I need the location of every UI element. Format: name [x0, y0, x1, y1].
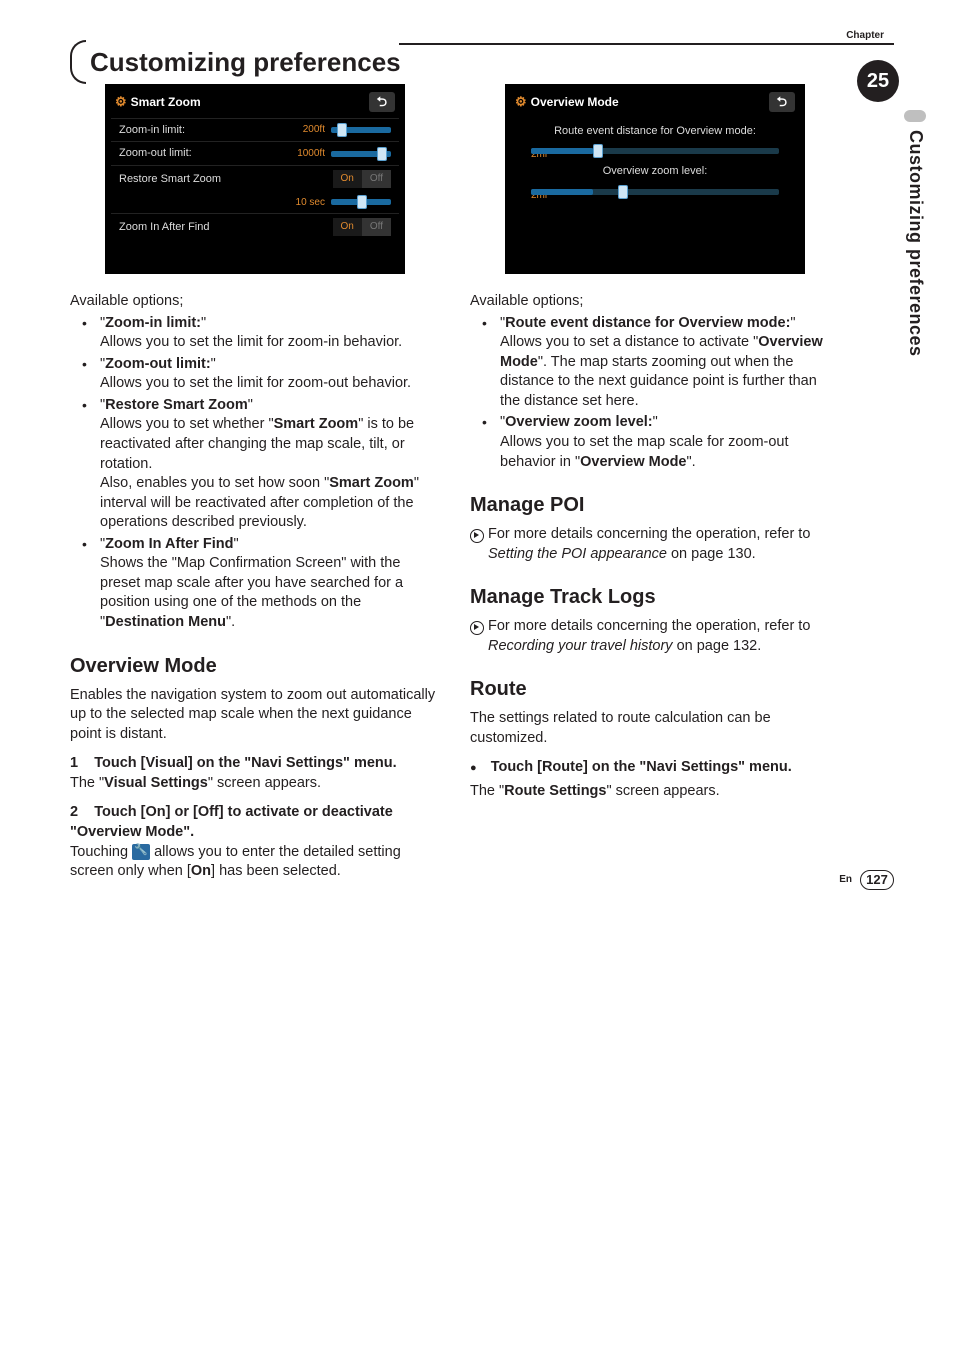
footer-lang: En	[839, 874, 852, 885]
slider	[331, 199, 391, 205]
page-title: Customizing preferences	[90, 47, 401, 78]
options-list: "Route event distance for Overview mode:…	[500, 314, 840, 473]
option-title: Zoom-in limit:	[105, 315, 201, 331]
route-step: Touch [Route] on the "Navi Settings" men…	[470, 758, 840, 778]
slider	[531, 189, 779, 195]
toggle-on: On	[333, 170, 362, 188]
option-title: Restore Smart Zoom	[105, 397, 248, 413]
scr-row-value: 1000ft	[297, 147, 325, 161]
page-title-container: Customizing preferences	[70, 40, 894, 84]
wrench-icon	[132, 844, 150, 860]
list-item: "Zoom-out limit:" Allows you to set the …	[100, 355, 440, 394]
option-title: Zoom-out limit:	[105, 356, 211, 372]
title-rule	[399, 43, 894, 45]
manage-track-logs-heading: Manage Track Logs	[470, 584, 840, 611]
poi-reference: For more details concerning the operatio…	[470, 525, 840, 564]
side-tab-label: Customizing preferences	[905, 130, 926, 357]
option-body: Shows the "Map Confirmation Screen" with…	[100, 555, 403, 630]
option-body: Also, enables you to set how soon "Smart…	[100, 475, 419, 530]
right-column: ⚙ Overview Mode ⮌ Route event distance fo…	[470, 84, 840, 886]
overview-mode-heading: Overview Mode	[70, 653, 440, 680]
step-1-result: The "Visual Settings" screen appears.	[70, 774, 440, 794]
scr-row-label: Zoom-in limit:	[119, 123, 303, 138]
toggle-off: Off	[362, 170, 391, 188]
scr-label: Overview zoom level:	[511, 158, 799, 185]
slider	[331, 127, 391, 133]
toggle-on: On	[333, 218, 362, 236]
overview-intro: Enables the navigation system to zoom ou…	[70, 686, 440, 745]
route-intro: The settings related to route calculatio…	[470, 709, 840, 748]
route-result: The "Route Settings" screen appears.	[470, 782, 840, 802]
chapter-label: Chapter	[846, 30, 884, 41]
footer-page-number: 127	[860, 870, 894, 890]
scr-time-value: 10 sec	[296, 196, 325, 210]
side-tab-marker	[904, 110, 926, 122]
available-options-label: Available options;	[70, 292, 440, 312]
track-reference: For more details concerning the operatio…	[470, 617, 840, 656]
option-title: Zoom In After Find	[105, 536, 233, 552]
option-body: Allows you to set a distance to activate…	[500, 334, 823, 409]
overview-mode-screenshot: ⚙ Overview Mode ⮌ Route event distance fo…	[505, 84, 805, 274]
scr-row-label: Zoom In After Find	[119, 220, 333, 235]
list-item: "Zoom In After Find" Shows the "Map Conf…	[100, 535, 440, 633]
options-list: "Zoom-in limit:" Allows you to set the l…	[100, 314, 440, 633]
option-body: Allows you to set the limit for zoom-in …	[100, 334, 402, 350]
option-body: Allows you to set the limit for zoom-out…	[100, 375, 411, 391]
chapter-number-badge: 25	[857, 60, 899, 102]
option-title: Overview zoom level:	[505, 414, 652, 430]
smart-zoom-screenshot: ⚙ Smart Zoom ⮌ Zoom-in limit: 200ft Zoom-…	[105, 84, 405, 274]
route-heading: Route	[470, 676, 840, 703]
toggle-off: Off	[362, 218, 391, 236]
slider	[331, 151, 391, 157]
step-1: 1 Touch [Visual] on the "Navi Settings" …	[70, 754, 440, 774]
back-icon: ⮌	[769, 92, 795, 112]
page-footer: En 127	[839, 870, 894, 890]
step-2-result: Touching allows you to enter the detaile…	[70, 843, 440, 882]
on-off-toggle: OnOff	[333, 170, 392, 188]
step-text: Touch [Visual] on the "Navi Settings" me…	[94, 755, 396, 771]
back-icon: ⮌	[369, 92, 395, 112]
scr-label: Route event distance for Overview mode:	[511, 118, 799, 145]
settings-icon: ⚙	[115, 94, 127, 109]
list-item: "Zoom-in limit:" Allows you to set the l…	[100, 314, 440, 353]
settings-icon: ⚙	[515, 94, 527, 109]
available-options-label: Available options;	[470, 292, 840, 312]
step-text: Touch [On] or [Off] to activate or deact…	[70, 804, 393, 840]
on-off-toggle: OnOff	[333, 218, 392, 236]
scr-row-label: Restore Smart Zoom	[119, 172, 333, 187]
option-body: Allows you to set the map scale for zoom…	[500, 434, 789, 470]
list-item: "Route event distance for Overview mode:…	[500, 314, 840, 412]
step-2: 2 Touch [On] or [Off] to activate or dea…	[70, 803, 440, 842]
scr-title: Smart Zoom	[131, 95, 201, 109]
scr-row-value: 200ft	[303, 123, 325, 137]
slider	[531, 148, 779, 154]
scr-title: Overview Mode	[531, 95, 619, 109]
list-item: "Overview zoom level:" Allows you to set…	[500, 413, 840, 472]
option-title: Route event distance for Overview mode:	[505, 315, 790, 331]
scr-row-label: Zoom-out limit:	[119, 146, 297, 161]
list-item: "Restore Smart Zoom" Allows you to set w…	[100, 396, 440, 533]
step-number: 2	[70, 804, 78, 820]
manage-poi-heading: Manage POI	[470, 492, 840, 519]
left-column: ⚙ Smart Zoom ⮌ Zoom-in limit: 200ft Zoom-…	[70, 84, 440, 886]
step-number: 1	[70, 755, 78, 771]
option-body: Allows you to set whether "Smart Zoom" i…	[100, 416, 414, 471]
